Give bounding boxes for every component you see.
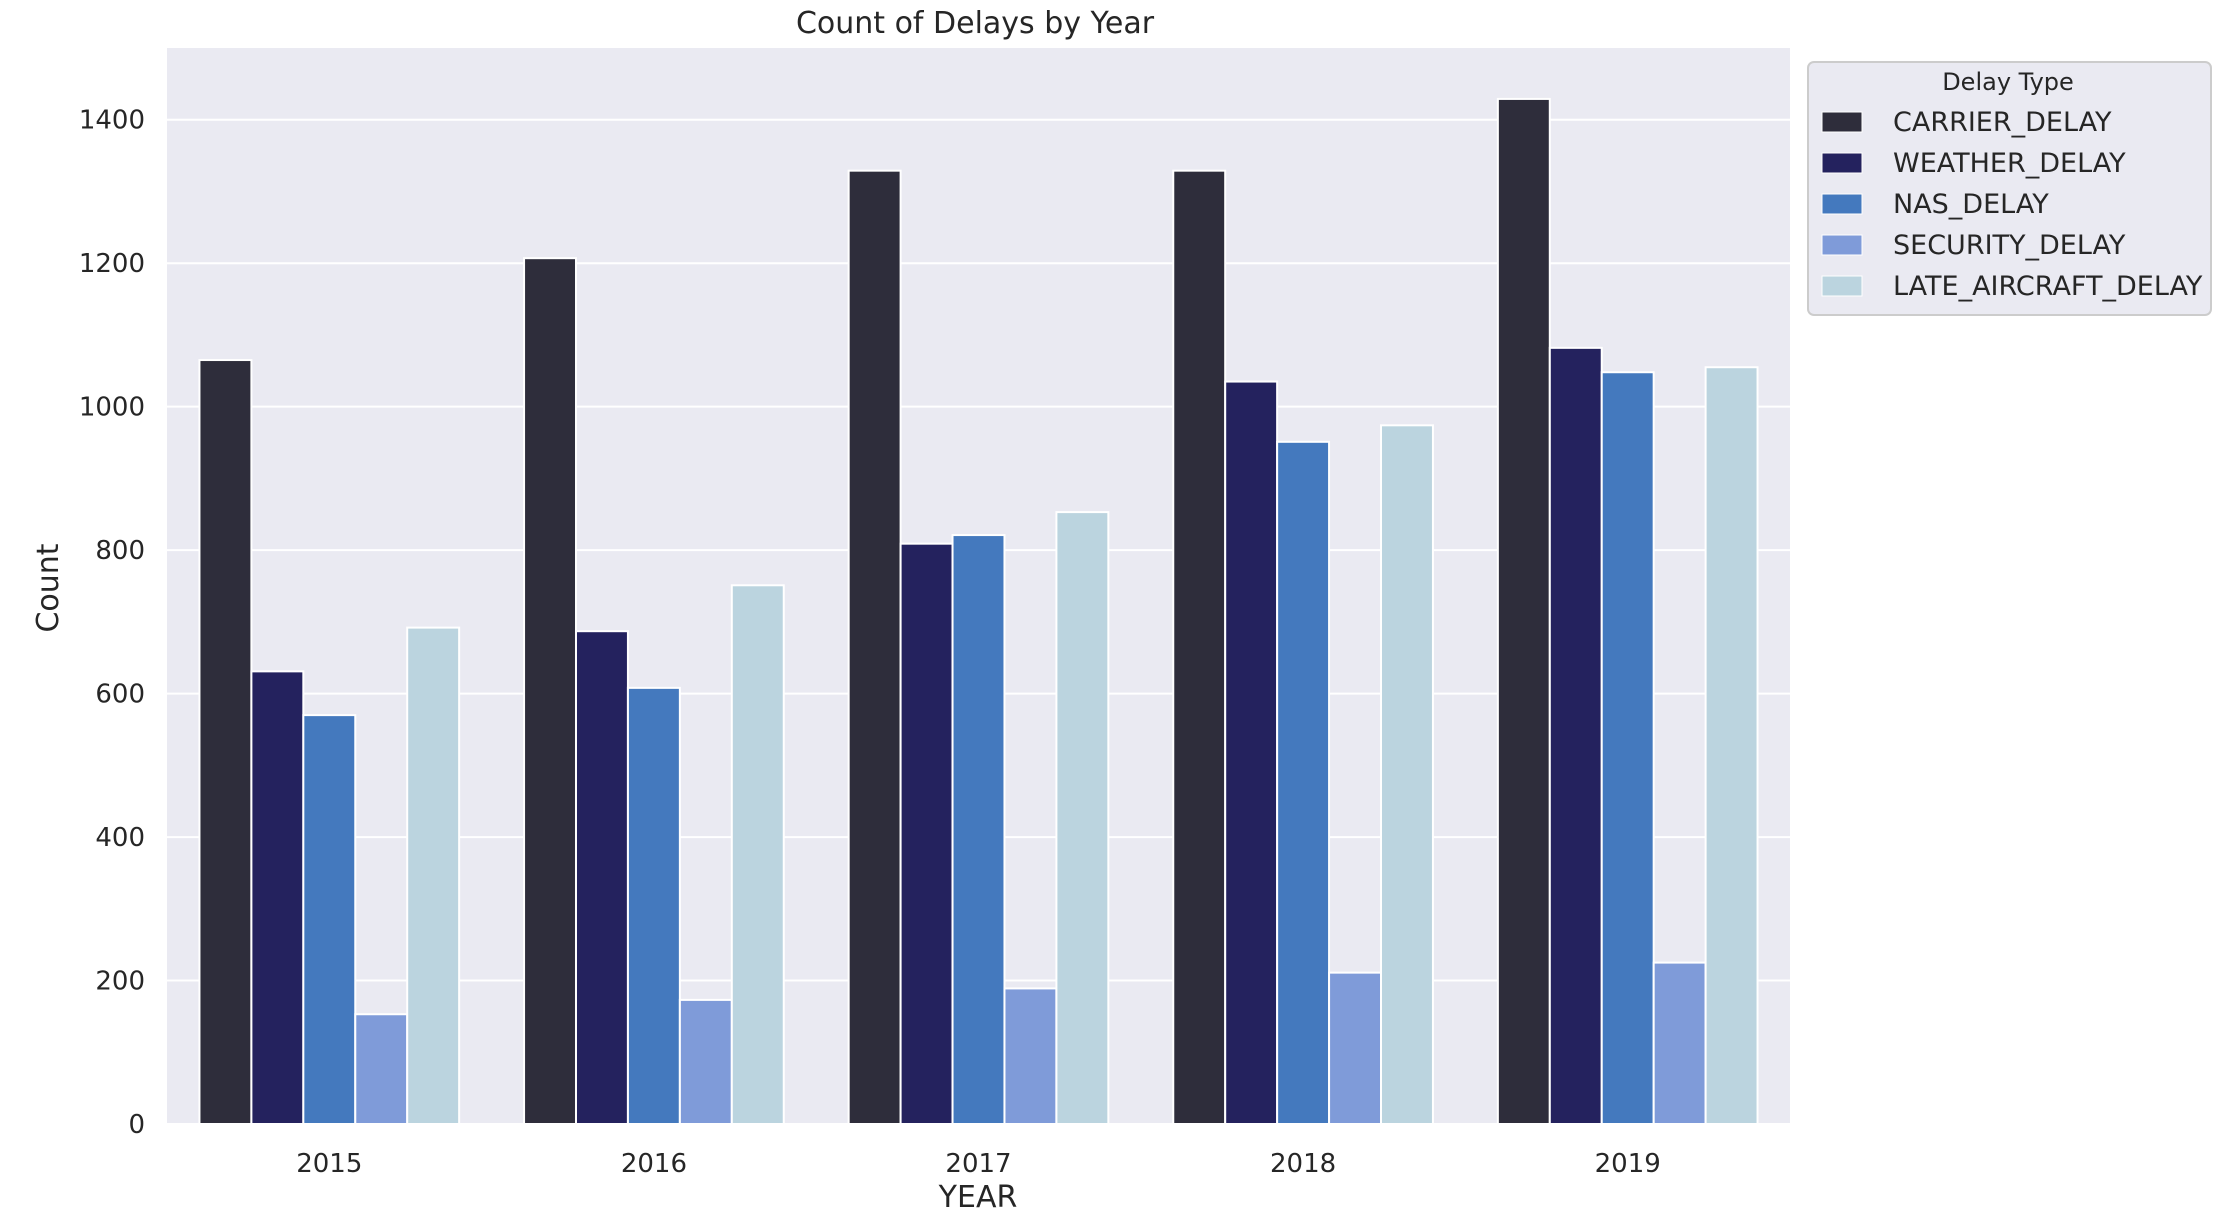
bar-carrier-delay-2015 <box>198 359 253 1126</box>
x-tick-label: 2016 <box>621 1149 687 1179</box>
legend-label: LATE_AIRCRAFT_DELAY <box>1893 271 2203 302</box>
bar-carrier-delay-2016 <box>523 257 577 1126</box>
bar-carrier-delay-2018 <box>1172 169 1227 1125</box>
legend-swatch <box>1821 111 1863 133</box>
chart-title: Count of Delays by Year <box>796 6 1155 41</box>
y-tick-label: 0 <box>128 1110 145 1140</box>
legend-box <box>1807 61 2212 316</box>
legend-label: CARRIER_DELAY <box>1893 107 2112 138</box>
bar-weather-delay-2018 <box>1224 380 1279 1125</box>
legend-swatch <box>1821 275 1863 297</box>
bar-security-delay-2016 <box>678 998 733 1125</box>
y-axis-label: Count <box>31 543 66 632</box>
y-tick-label: 1400 <box>79 106 145 136</box>
bar-late-aircraft-delay-2015 <box>406 626 461 1125</box>
bar-security-delay-2015 <box>354 1013 409 1125</box>
legend-label: NAS_DELAY <box>1893 189 2049 220</box>
x-tick-label: 2019 <box>1595 1149 1661 1179</box>
bar-nas-delay-2017 <box>951 534 1006 1125</box>
bar-nas-delay-2018 <box>1276 440 1331 1126</box>
legend: Delay Type CARRIER_DELAY WEATHER_DELAY NAS… <box>1807 61 2212 316</box>
bar-carrier-delay-2019 <box>1496 97 1551 1125</box>
legend-title: Delay Type <box>1942 68 2074 96</box>
x-axis-label: YEAR <box>938 1180 1018 1214</box>
bar-carrier-delay-2017 <box>847 169 902 1125</box>
bar-weather-delay-2015 <box>250 670 305 1125</box>
x-tick-label: 2017 <box>945 1149 1011 1179</box>
bar-nas-delay-2016 <box>626 686 681 1125</box>
y-tick-label: 600 <box>95 680 145 710</box>
bar-nas-delay-2015 <box>302 714 357 1125</box>
y-tick-label: 400 <box>95 823 145 853</box>
bar-late-aircraft-delay-2018 <box>1380 424 1434 1125</box>
bar-weather-delay-2019 <box>1548 346 1603 1125</box>
bar-late-aircraft-delay-2019 <box>1704 366 1759 1126</box>
bars <box>198 97 1759 1126</box>
x-tick-label: 2018 <box>1270 1149 1336 1179</box>
legend-label: WEATHER_DELAY <box>1893 148 2126 179</box>
bar-security-delay-2017 <box>1003 987 1058 1126</box>
y-tick-label: 200 <box>95 967 145 997</box>
x-axis: 2015 2016 2017 2018 2019 <box>296 1149 1661 1179</box>
bar-late-aircraft-delay-2016 <box>730 584 785 1125</box>
bar-late-aircraft-delay-2017 <box>1055 511 1110 1125</box>
legend-swatch <box>1821 193 1863 215</box>
legend-swatch <box>1821 152 1863 174</box>
legend-swatch <box>1821 234 1863 256</box>
bar-weather-delay-2016 <box>574 630 629 1126</box>
bar-security-delay-2019 <box>1652 961 1707 1125</box>
bar-security-delay-2018 <box>1328 971 1383 1125</box>
y-tick-label: 1000 <box>79 393 145 423</box>
x-tick-label: 2015 <box>296 1149 362 1179</box>
y-axis: 0 200 400 600 800 1000 1200 1400 <box>79 106 145 1140</box>
bar-nas-delay-2019 <box>1600 371 1655 1125</box>
bar-weather-delay-2017 <box>899 542 954 1125</box>
legend-label: SECURITY_DELAY <box>1893 230 2126 261</box>
y-tick-label: 1200 <box>79 249 145 279</box>
y-tick-label: 800 <box>95 536 145 566</box>
